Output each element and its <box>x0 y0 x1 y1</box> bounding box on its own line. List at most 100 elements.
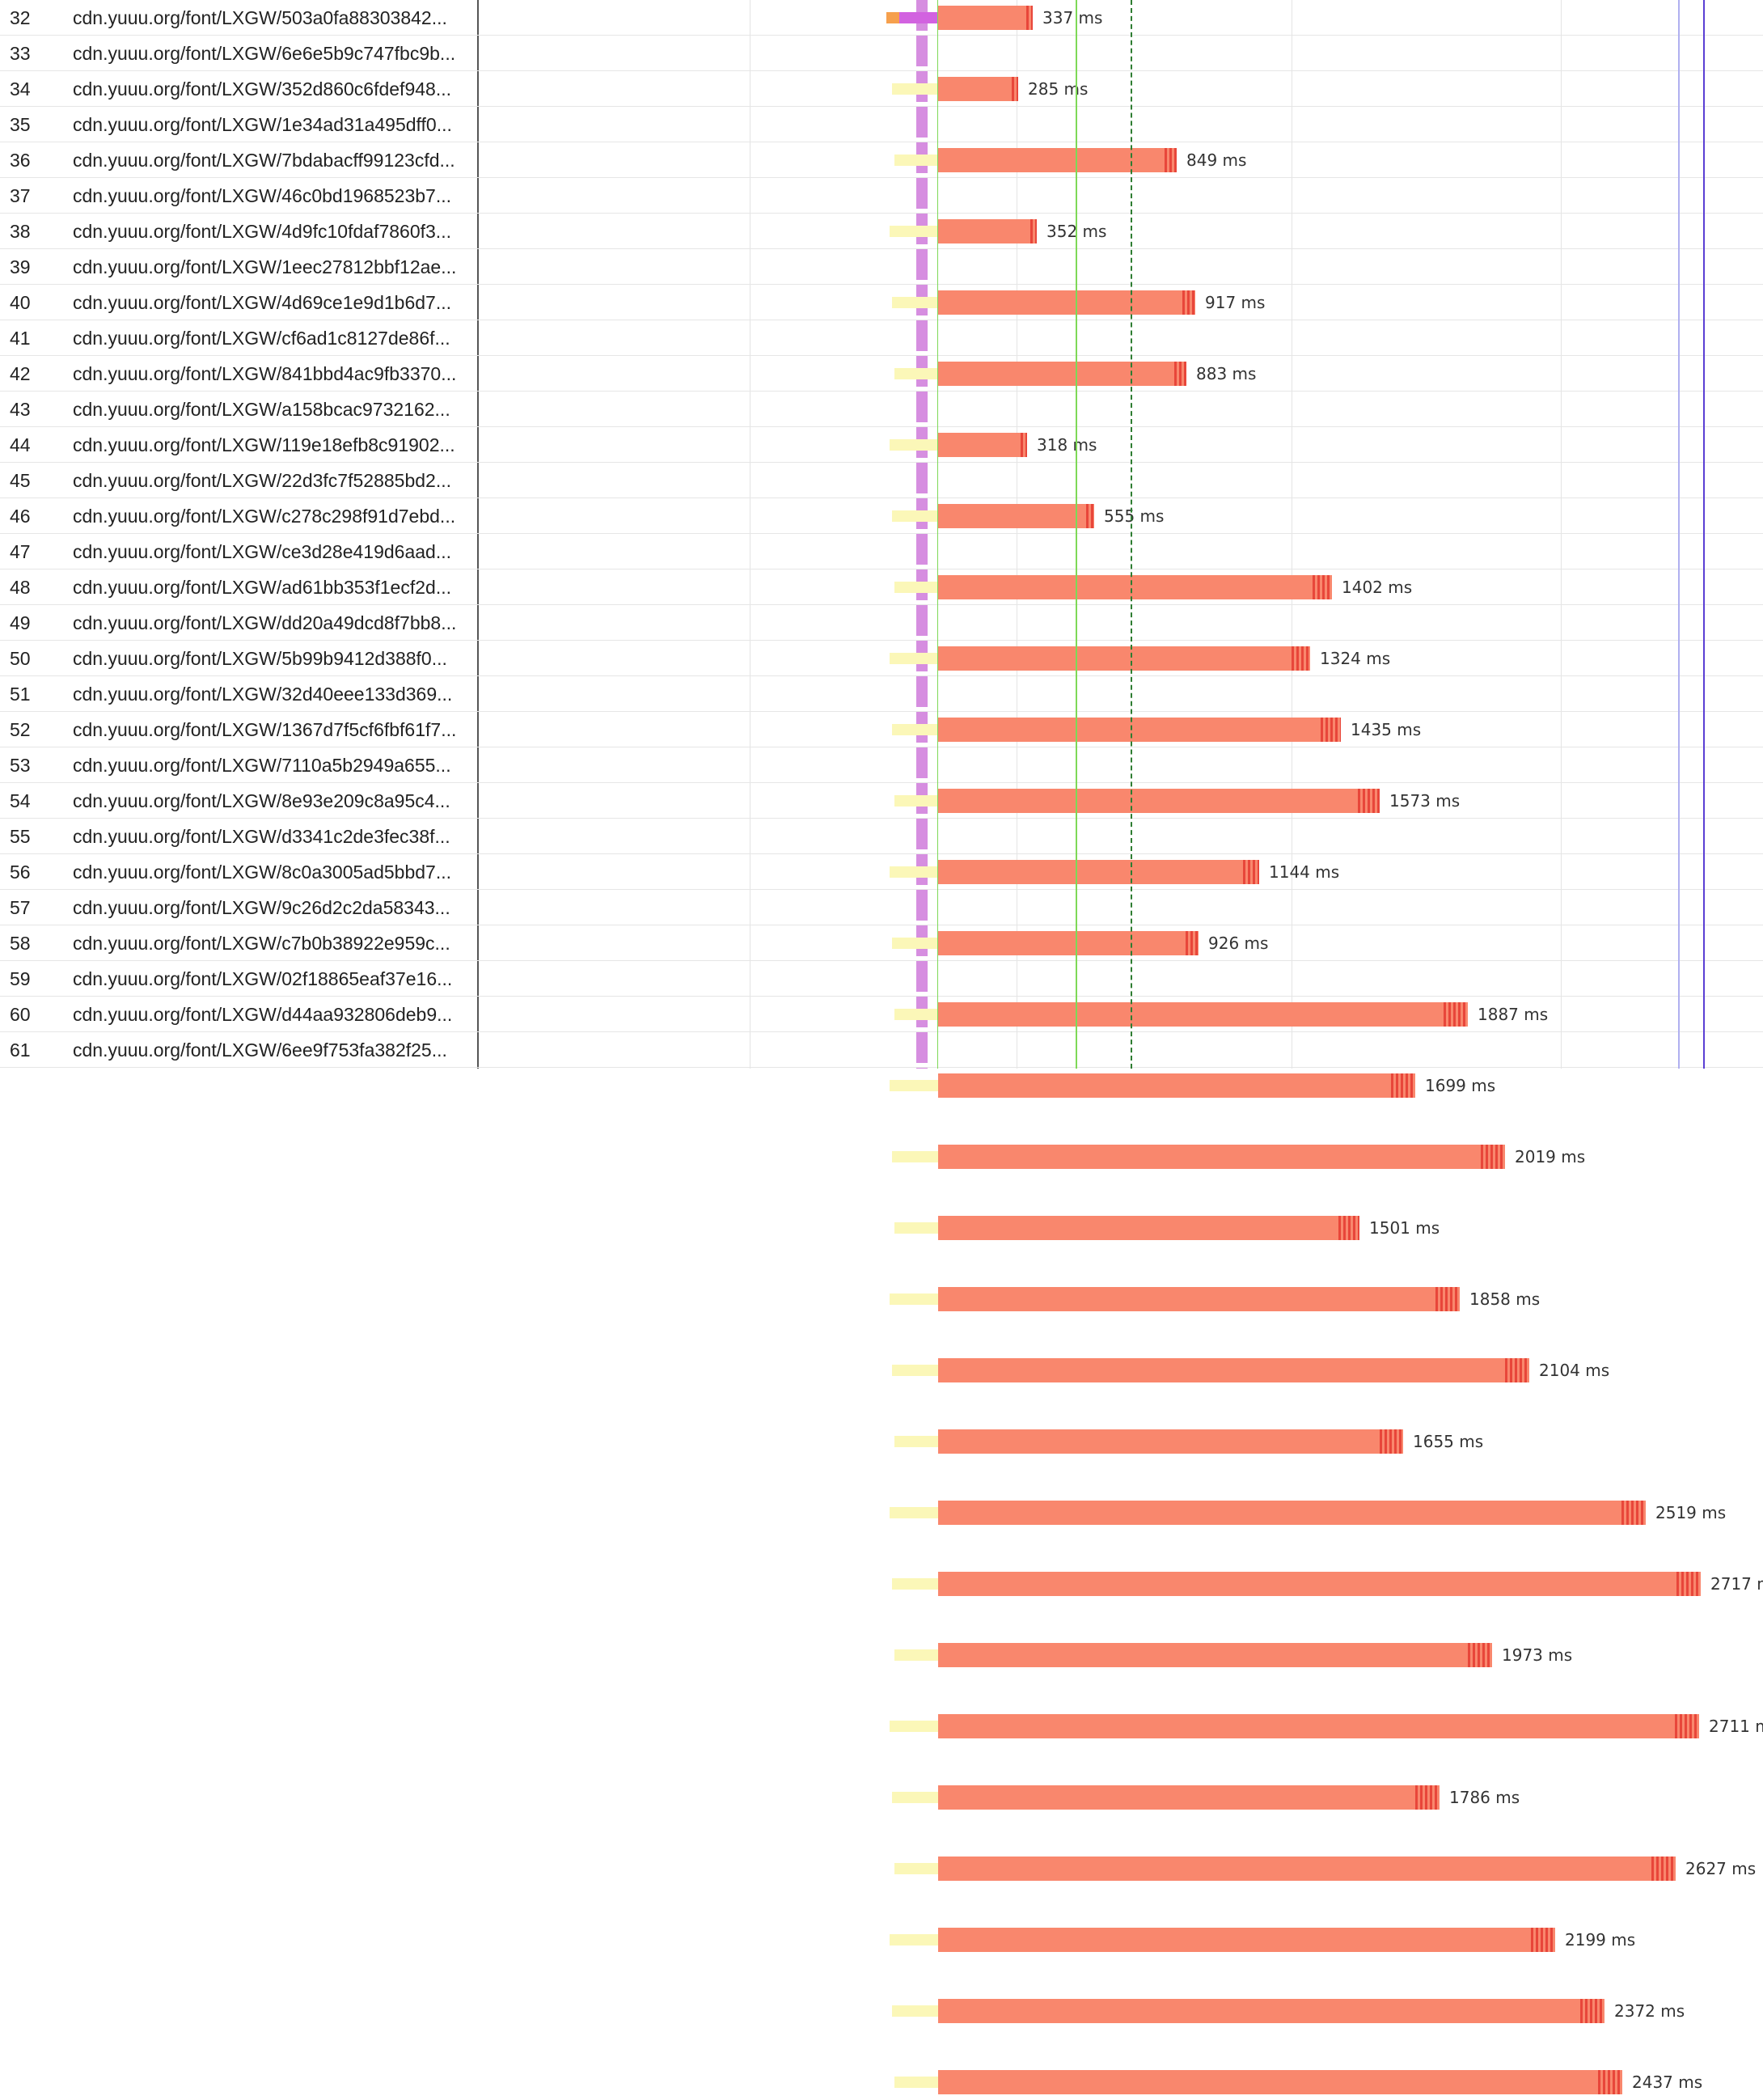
table-row[interactable]: 35 cdn.yuuu.org/font/LXGW/1e34ad31a495dff… <box>0 107 1763 243</box>
table-row[interactable]: 40 cdn.yuuu.org/font/LXGW/4d69ce1e9d1b6d7… <box>0 285 1763 599</box>
table-row[interactable]: 53 cdn.yuuu.org/font/LXGW/7110a5b2949a655… <box>0 747 1763 1525</box>
request-url[interactable]: cdn.yuuu.org/font/LXGW/d44aa932806deb9..… <box>73 1004 453 1025</box>
grid-line <box>1561 0 1562 1069</box>
table-row[interactable]: 45 cdn.yuuu.org/font/LXGW/22d3fc7f52885bd… <box>0 463 1763 955</box>
table-row[interactable]: 60 cdn.yuuu.org/font/LXGW/d44aa932806deb9… <box>0 997 1763 2023</box>
request-url[interactable]: cdn.yuuu.org/font/LXGW/119e18efb8c91902.… <box>73 434 455 455</box>
dns-segment <box>890 1080 938 1091</box>
dns-segment <box>892 1151 938 1162</box>
dns-segment <box>892 83 938 95</box>
first-byte-line <box>937 0 938 1069</box>
request-url[interactable]: cdn.yuuu.org/font/LXGW/7110a5b2949a655..… <box>73 755 451 776</box>
dns-segment <box>894 1863 938 1874</box>
dom-content-loaded-line <box>1131 0 1132 1069</box>
table-row[interactable]: 56 cdn.yuuu.org/font/LXGW/8c0a3005ad5bbd7… <box>0 854 1763 1738</box>
request-url[interactable]: cdn.yuuu.org/font/LXGW/c7b0b38922e959c..… <box>73 933 450 954</box>
table-row[interactable]: 43 cdn.yuuu.org/font/LXGW/a158bcac9732162… <box>0 392 1763 813</box>
request-url[interactable]: cdn.yuuu.org/font/LXGW/841bbd4ac9fb3370.… <box>73 363 457 384</box>
table-row[interactable]: 47 cdn.yuuu.org/font/LXGW/ce3d28e419d6aad… <box>0 534 1763 1098</box>
receive-segment <box>1358 789 1380 813</box>
table-row[interactable]: 49 cdn.yuuu.org/font/LXGW/dd20a49dcd8f7bb… <box>0 605 1763 1240</box>
request-url[interactable]: cdn.yuuu.org/font/LXGW/1e34ad31a495dff0.… <box>73 114 452 135</box>
row-number: 50 <box>10 648 31 669</box>
wait-segment <box>938 1358 1505 1382</box>
table-row[interactable]: 39 cdn.yuuu.org/font/LXGW/1eec27812bbf12a… <box>0 249 1763 528</box>
request-url[interactable]: cdn.yuuu.org/font/LXGW/a158bcac9732162..… <box>73 399 450 420</box>
dns-segment <box>894 155 938 166</box>
table-row[interactable]: 38 cdn.yuuu.org/font/LXGW/4d9fc10fdaf7860… <box>0 214 1763 457</box>
request-url[interactable]: cdn.yuuu.org/font/LXGW/22d3fc7f52885bd2.… <box>73 470 451 491</box>
table-row[interactable]: 52 cdn.yuuu.org/font/LXGW/1367d7f5cf6fbf6… <box>0 712 1763 1454</box>
receive-segment <box>1675 1714 1699 1738</box>
table-row[interactable]: 51 cdn.yuuu.org/font/LXGW/32d40eee133d369… <box>0 676 1763 1382</box>
row-number: 35 <box>10 114 31 135</box>
row-number: 55 <box>10 826 31 847</box>
table-row[interactable]: 59 cdn.yuuu.org/font/LXGW/02f18865eaf37e1… <box>0 961 1763 1952</box>
receive-segment <box>1505 1358 1529 1382</box>
request-url[interactable]: cdn.yuuu.org/font/LXGW/ad61bb353f1ecf2d.… <box>73 577 451 598</box>
row-number: 39 <box>10 256 31 277</box>
request-url[interactable]: cdn.yuuu.org/font/LXGW/7bdabacff99123cfd… <box>73 150 455 171</box>
table-row[interactable]: 50 cdn.yuuu.org/font/LXGW/5b99b9412d388f0… <box>0 641 1763 1311</box>
duration-label: 2717 ms <box>1710 1574 1763 1594</box>
row-number: 53 <box>10 755 31 776</box>
table-row[interactable]: 48 cdn.yuuu.org/font/LXGW/ad61bb353f1ecf2… <box>0 569 1763 1169</box>
request-url[interactable]: cdn.yuuu.org/font/LXGW/503a0fa88303842..… <box>73 7 447 28</box>
dns-segment <box>892 938 938 949</box>
table-row[interactable]: 44 cdn.yuuu.org/font/LXGW/119e18efb8c9190… <box>0 427 1763 884</box>
request-url[interactable]: cdn.yuuu.org/font/LXGW/352d860c6fdef948.… <box>73 78 451 99</box>
wait-segment <box>938 433 1021 457</box>
request-url[interactable]: cdn.yuuu.org/font/LXGW/8e93e209c8a95c4..… <box>73 790 450 811</box>
request-url[interactable]: cdn.yuuu.org/font/LXGW/32d40eee133d369..… <box>73 684 453 705</box>
request-url[interactable]: cdn.yuuu.org/font/LXGW/cf6ad1c8127de86f.… <box>73 328 450 349</box>
request-url[interactable]: cdn.yuuu.org/font/LXGW/dd20a49dcd8f7bb8.… <box>73 612 457 633</box>
request-url[interactable]: cdn.yuuu.org/font/LXGW/9c26d2c2da58343..… <box>73 897 450 918</box>
request-url[interactable]: cdn.yuuu.org/font/LXGW/d3341c2de3fec38f.… <box>73 826 450 847</box>
table-row[interactable]: 54 cdn.yuuu.org/font/LXGW/8e93e209c8a95c4… <box>0 783 1763 1596</box>
receive-segment <box>1531 1928 1555 1952</box>
request-url[interactable]: cdn.yuuu.org/font/LXGW/02f18865eaf37e16.… <box>73 968 453 989</box>
table-row[interactable]: 36 cdn.yuuu.org/font/LXGW/7bdabacff99123c… <box>0 142 1763 315</box>
receive-segment <box>1321 718 1341 742</box>
dns-segment <box>892 2005 938 2017</box>
table-row[interactable]: 57 cdn.yuuu.org/font/LXGW/9c26d2c2da58343… <box>0 890 1763 1810</box>
wait-segment <box>938 860 1243 884</box>
dns-segment <box>894 795 938 807</box>
wait-segment <box>938 1216 1338 1240</box>
receive-segment <box>1621 1501 1646 1525</box>
table-row[interactable]: 33 cdn.yuuu.org/font/LXGW/6e6e5b9c747fbc9… <box>0 36 1763 101</box>
request-url[interactable]: cdn.yuuu.org/font/LXGW/6ee9f753fa382f25.… <box>73 1039 447 1061</box>
duration-label: 2199 ms <box>1565 1930 1636 1950</box>
row-number: 33 <box>10 43 31 64</box>
duration-label: 883 ms <box>1196 364 1257 383</box>
receive-segment <box>1415 1785 1440 1810</box>
request-url[interactable]: cdn.yuuu.org/font/LXGW/46c0bd1968523b7..… <box>73 185 451 206</box>
table-row[interactable]: 46 cdn.yuuu.org/font/LXGW/c278c298f91d7eb… <box>0 498 1763 1027</box>
duration-label: 2627 ms <box>1685 1859 1757 1878</box>
table-row[interactable]: 61 cdn.yuuu.org/font/LXGW/6ee9f753fa382f2… <box>0 1032 1763 2094</box>
table-row[interactable]: 42 cdn.yuuu.org/font/LXGW/841bbd4ac9fb337… <box>0 356 1763 742</box>
table-row[interactable]: 32 cdn.yuuu.org/font/LXGW/503a0fa88303842… <box>0 0 1763 36</box>
request-url[interactable]: cdn.yuuu.org/font/LXGW/1eec27812bbf12ae.… <box>73 256 457 277</box>
request-url[interactable]: cdn.yuuu.org/font/LXGW/1367d7f5cf6fbf61f… <box>73 719 457 740</box>
request-url[interactable]: cdn.yuuu.org/font/LXGW/5b99b9412d388f0..… <box>73 648 447 669</box>
request-url[interactable]: cdn.yuuu.org/font/LXGW/4d9fc10fdaf7860f3… <box>73 221 451 242</box>
table-row[interactable]: 37 cdn.yuuu.org/font/LXGW/46c0bd1968523b7… <box>0 178 1763 386</box>
row-number: 51 <box>10 684 31 705</box>
request-url[interactable]: cdn.yuuu.org/font/LXGW/c278c298f91d7ebd.… <box>73 506 456 527</box>
request-url[interactable]: cdn.yuuu.org/font/LXGW/8c0a3005ad5bbd7..… <box>73 862 451 883</box>
row-number: 42 <box>10 363 31 384</box>
load-event-line <box>1678 0 1680 1069</box>
request-url[interactable]: cdn.yuuu.org/font/LXGW/6e6e5b9c747fbc9b.… <box>73 43 456 64</box>
table-row[interactable]: 58 cdn.yuuu.org/font/LXGW/c7b0b38922e959c… <box>0 925 1763 1881</box>
table-row[interactable]: 34 cdn.yuuu.org/font/LXGW/352d860c6fdef94… <box>0 71 1763 172</box>
dns-segment <box>890 1934 938 1945</box>
request-url[interactable]: cdn.yuuu.org/font/LXGW/ce3d28e419d6aad..… <box>73 541 451 562</box>
table-row[interactable]: 41 cdn.yuuu.org/font/LXGW/cf6ad1c8127de86… <box>0 320 1763 671</box>
table-row[interactable]: 55 cdn.yuuu.org/font/LXGW/d3341c2de3fec38… <box>0 819 1763 1667</box>
request-url[interactable]: cdn.yuuu.org/font/LXGW/4d69ce1e9d1b6d7..… <box>73 292 451 313</box>
blocked-segment <box>886 12 899 23</box>
duration-label: 1435 ms <box>1351 720 1422 739</box>
dns-segment <box>892 724 938 735</box>
receive-segment <box>1243 860 1259 884</box>
